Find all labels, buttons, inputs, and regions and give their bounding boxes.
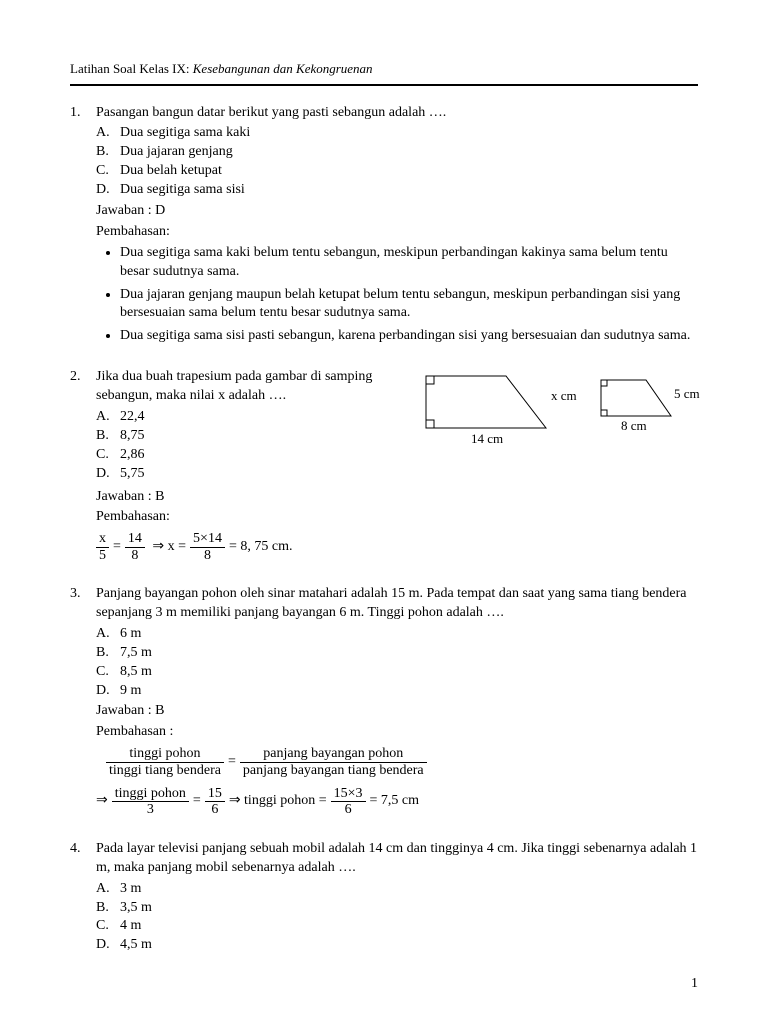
question-stem: Jika dua buah trapesium pada gambar di s… [96,368,396,406]
answer: Jawaban : B [96,702,698,721]
options: A.22,4 B.8,75 C.2,86 D.5,75 [96,408,396,484]
option-a: A.3 m [96,880,698,899]
question-body: Panjang bayangan pohon oleh sinar mataha… [96,585,698,822]
option-c: C.8,5 m [96,663,698,682]
options: A.Dua segitiga sama kaki B.Dua jajaran g… [96,124,698,200]
bullet-2: Dua jajaran genjang maupun belah ketupat… [120,286,698,324]
big-bottom-label: 14 cm [471,431,503,446]
question-stem: Panjang bayangan pohon oleh sinar mataha… [96,585,698,623]
option-c: C.Dua belah ketupat [96,162,698,181]
explanation-list: Dua segitiga sama kaki belum tentu seban… [120,244,698,346]
question-number: 4. [70,840,96,957]
option-d: D.Dua segitiga sama sisi [96,181,698,200]
bullet-1: Dua segitiga sama kaki belum tentu seban… [120,244,698,282]
fraction: tinggi pohon3 [112,786,189,818]
small-right-label: 5 cm [674,386,700,401]
option-b: B.8,75 [96,427,396,446]
option-a: A.6 m [96,625,698,644]
option-b: B.7,5 m [96,644,698,663]
question-2: 2. Jika dua buah trapesium pada gambar d… [70,368,698,567]
option-b: B.Dua jajaran genjang [96,143,698,162]
header-rule [70,84,698,86]
answer: Jawaban : B [96,488,698,507]
fraction: 156 [205,786,225,818]
small-bottom-label: 8 cm [621,418,647,433]
question-body: Pada layar televisi panjang sebuah mobil… [96,840,698,957]
answer: Jawaban : D [96,202,698,221]
question-1: 1. Pasangan bangun datar berikut yang pa… [70,104,698,351]
question-number: 1. [70,104,96,351]
question-stem: Pasangan bangun datar berikut yang pasti… [96,104,698,123]
option-c: C.4 m [96,917,698,936]
explanation-label: Pembahasan: [96,508,698,527]
big-right-label: x cm [551,388,577,403]
question-number: 3. [70,585,96,822]
page-number: 1 [691,975,698,994]
header-prefix: Latihan Soal Kelas IX: [70,61,193,76]
question-stem: Pada layar televisi panjang sebuah mobil… [96,840,698,878]
options: A.3 m B.3,5 m C.4 m D.4,5 m [96,880,698,956]
fraction: 148 [125,531,145,563]
option-d: D.4,5 m [96,936,698,955]
question-number: 2. [70,368,96,567]
question-body: Pasangan bangun datar berikut yang pasti… [96,104,698,351]
option-a: A.22,4 [96,408,396,427]
fraction: x5 [96,531,109,563]
options: A.6 m B.7,5 m C.8,5 m D.9 m [96,625,698,701]
header-title: Kesebangunan dan Kekongruenan [193,61,373,76]
fraction: 15×36 [331,786,366,818]
fraction: tinggi pohontinggi tiang bendera [106,746,224,778]
question-4: 4. Pada layar televisi panjang sebuah mo… [70,840,698,957]
option-a: A.Dua segitiga sama kaki [96,124,698,143]
option-b: B.3,5 m [96,899,698,918]
option-d: D.5,75 [96,465,396,484]
question-body: Jika dua buah trapesium pada gambar di s… [96,368,698,567]
explanation-label: Pembahasan: [96,223,698,242]
option-c: C.2,86 [96,446,396,465]
fraction: 5×148 [190,531,225,563]
option-d: D.9 m [96,682,698,701]
explanation-label: Pembahasan : [96,723,698,742]
trapezoid-svg: x cm 14 cm 5 cm 8 cm [416,368,676,458]
bullet-3: Dua segitiga sama sisi pasti sebangun, k… [120,327,698,346]
equation-line-2: ⇒ tinggi pohon3 = 156 ⇒ tinggi pohon = 1… [96,786,698,818]
page-header: Latihan Soal Kelas IX: Kesebangunan dan … [70,60,698,78]
equation-line-1: tinggi pohontinggi tiang bendera = panja… [106,746,698,778]
question-3: 3. Panjang bayangan pohon oleh sinar mat… [70,585,698,822]
equation-line: x5 = 148 ⇒ x = 5×148 = 8, 75 cm. [96,531,698,563]
fraction: panjang bayangan pohonpanjang bayangan t… [240,746,427,778]
trapezoid-figure: x cm 14 cm 5 cm 8 cm [416,368,698,485]
